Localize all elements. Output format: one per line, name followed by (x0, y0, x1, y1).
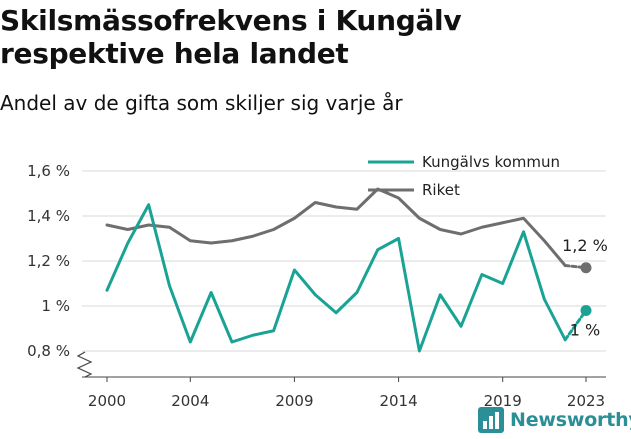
series-projection-segment (563, 309, 588, 342)
end-labels: 1 % 1,2 % (562, 236, 608, 340)
y-axis-ticks: 0,8 % 1 % 1,2 % 1,4 % 1,6 % (27, 162, 70, 360)
end-value-label: 1 % (570, 321, 600, 340)
newsworthy-logo-icon (478, 407, 504, 433)
legend-label: Kungälvs kommun (422, 153, 560, 171)
chart-title: Skilsmässofrekvens i Kungälv respektive … (0, 4, 462, 70)
chart-subtitle: Andel av de gifta som skiljer sig varje … (0, 91, 403, 115)
series-line-riket (105, 187, 567, 267)
legend-label: Riket (422, 181, 460, 199)
brand-logo: Newsworthy (478, 407, 631, 433)
x-tick-label: 2023 (567, 392, 605, 410)
x-tick-label: 2000 (88, 392, 126, 410)
gridlines (82, 170, 606, 352)
end-value-label: 1,2 % (562, 236, 608, 255)
y-tick-label: 1,2 % (27, 252, 70, 270)
end-point-marker (580, 262, 592, 274)
x-tick-label: 2019 (484, 392, 522, 410)
y-tick-label: 0,8 % (27, 342, 70, 360)
axis-break-icon (76, 351, 93, 378)
end-point-marker (580, 305, 592, 316)
y-tick-label: 1,4 % (27, 207, 70, 225)
x-tick-label: 2009 (275, 392, 313, 410)
x-tick-label: 2004 (171, 392, 209, 410)
legend: Kungälvs kommun Riket (368, 153, 560, 199)
y-tick-label: 1,6 % (27, 162, 70, 180)
x-tick-label: 2014 (379, 392, 417, 410)
x-axis-ticks: 2000 2004 2009 2014 2019 2023 (88, 377, 605, 410)
series-line-kungalv (105, 203, 567, 353)
y-tick-label: 1 % (41, 297, 70, 315)
series-lines (105, 187, 588, 353)
brand-name: Newsworthy (510, 409, 631, 431)
x-axis (76, 351, 606, 378)
